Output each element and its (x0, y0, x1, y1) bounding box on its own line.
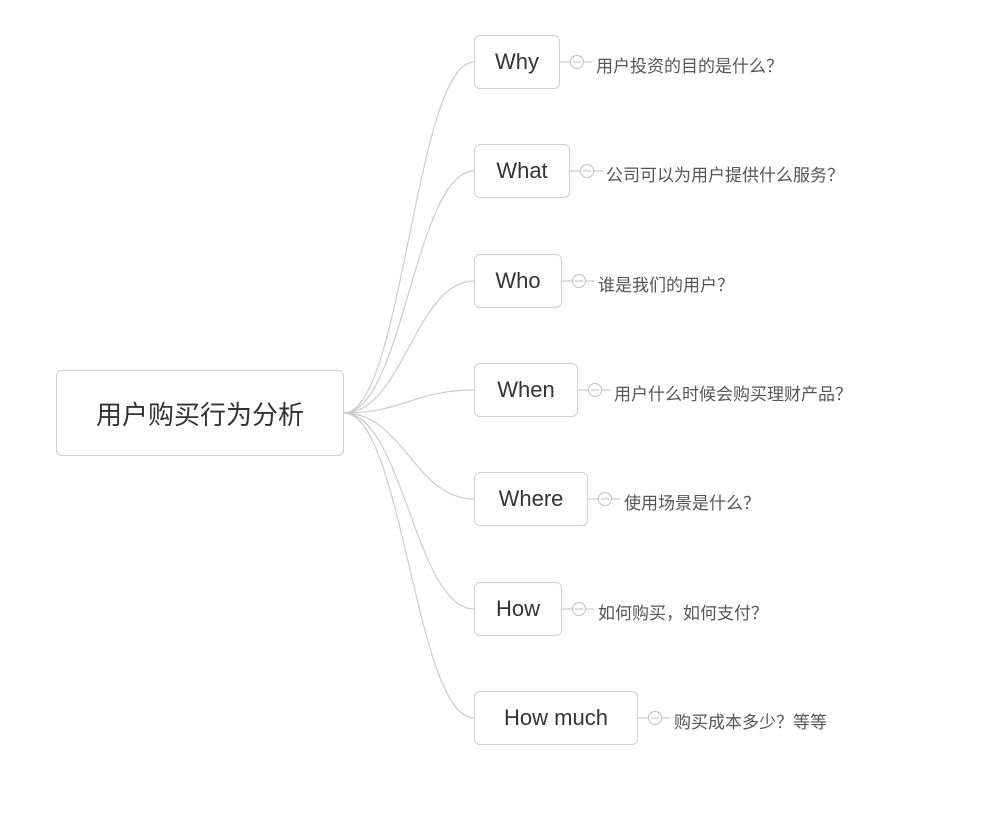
leaf-text-howmuch: 购买成本多少？等等 (674, 708, 827, 733)
root-label: 用户购买行为分析 (96, 395, 304, 432)
child-node-how[interactable]: How (474, 582, 562, 636)
collapse-toggle-who[interactable] (572, 274, 586, 288)
collapse-toggle-where[interactable] (598, 492, 612, 506)
child-label: How much (504, 705, 608, 731)
child-node-where[interactable]: Where (474, 472, 588, 526)
collapse-toggle-howmuch[interactable] (648, 711, 662, 725)
child-label: When (497, 377, 554, 403)
child-node-who[interactable]: Who (474, 254, 562, 308)
leaf-text-where: 使用场景是什么？ (624, 489, 760, 514)
child-label: What (496, 158, 547, 184)
child-label: How (496, 596, 540, 622)
collapse-toggle-why[interactable] (570, 55, 584, 69)
child-node-why[interactable]: Why (474, 35, 560, 89)
child-label: Who (495, 268, 540, 294)
leaf-text-how: 如何购买，如何支付？ (598, 599, 768, 624)
child-node-what[interactable]: What (474, 144, 570, 198)
mindmap-canvas: 用户购买行为分析 Why 用户投资的目的是什么？ What 公司可以为用户提供什么服务？… (0, 0, 1001, 838)
leaf-text-why: 用户投资的目的是什么？ (596, 52, 783, 77)
leaf-text-what: 公司可以为用户提供什么服务？ (606, 161, 844, 186)
child-node-when[interactable]: When (474, 363, 578, 417)
child-node-howmuch[interactable]: How much (474, 691, 638, 745)
collapse-toggle-how[interactable] (572, 602, 586, 616)
collapse-toggle-what[interactable] (580, 164, 594, 178)
child-label: Why (495, 49, 539, 75)
root-node[interactable]: 用户购买行为分析 (56, 370, 344, 456)
collapse-toggle-when[interactable] (588, 383, 602, 397)
leaf-text-when: 用户什么时候会购买理财产品？ (614, 380, 852, 405)
child-label: Where (499, 486, 564, 512)
leaf-text-who: 谁是我们的用户？ (598, 271, 734, 296)
